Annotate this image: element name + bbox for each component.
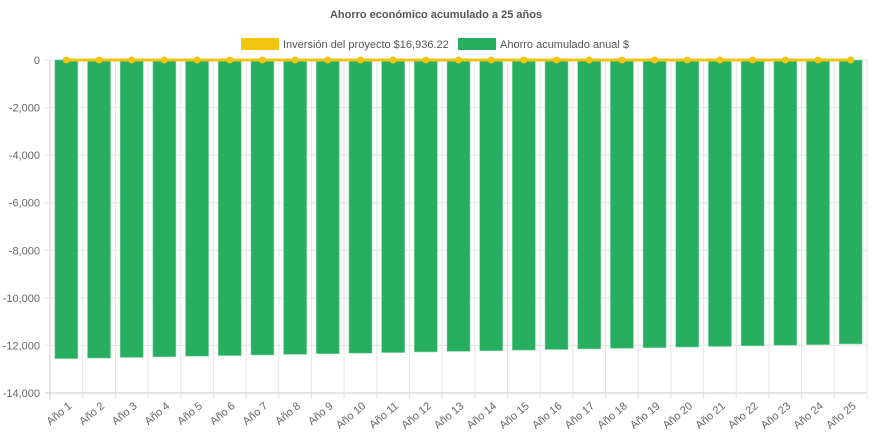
bar: [283, 59, 307, 355]
x-tick-label: Año 19: [628, 400, 662, 432]
legend-label-savings: Ahorro acumulado anual $: [500, 39, 629, 51]
bar: [446, 59, 471, 352]
y-tick-label: -6,000: [9, 198, 40, 210]
investment-point: [389, 56, 397, 64]
investment-point: [193, 56, 201, 64]
x-tick-label: Año 23: [759, 400, 793, 432]
investment-point: [585, 56, 593, 64]
investment-point: [553, 56, 561, 64]
x-tick-label: Año 6: [208, 400, 238, 428]
x-tick-label: Año 11: [367, 400, 401, 431]
x-tick-label: Año 4: [143, 400, 173, 428]
investment-point: [160, 56, 168, 64]
legend-label-investment: Inversión del proyecto $16,936.22: [283, 39, 449, 51]
bar: [577, 59, 602, 350]
bar: [185, 59, 209, 357]
bar: [250, 59, 275, 356]
legend-swatch-savings: [458, 38, 496, 50]
y-tick-label: -8,000: [9, 245, 40, 257]
legend-item-savings[interactable]: Ahorro acumulado anual $: [458, 38, 629, 51]
legend-item-investment[interactable]: Inversión del proyecto $16,936.22: [241, 38, 449, 51]
investment-point: [95, 56, 103, 64]
investment-point: [651, 56, 659, 64]
investment-point: [716, 56, 724, 64]
x-tick-label: Año 1: [45, 400, 75, 428]
investment-point: [128, 56, 136, 64]
legend: Inversión del proyecto $16,936.22 Ahorro…: [241, 38, 629, 51]
gridlines: [45, 59, 868, 399]
bar: [119, 59, 144, 358]
investment-point: [814, 56, 822, 64]
bar: [54, 59, 79, 359]
y-tick-label: 0: [34, 55, 40, 67]
bar: [152, 59, 177, 358]
x-tick-label: Año 22: [726, 400, 760, 432]
x-tick-label: Año 8: [273, 400, 303, 428]
bar: [675, 59, 700, 348]
y-tick-label: -4,000: [9, 150, 40, 162]
x-axis: Año 1 Año 2 Año 3 Año 4 Año 5 Año 6 Año 7 Año 8…: [45, 400, 859, 432]
x-tick-label: Año 7: [241, 400, 271, 428]
investment-point: [226, 56, 234, 64]
investment-line: [62, 56, 855, 64]
investment-point: [781, 56, 789, 64]
x-tick-label: Año 9: [306, 400, 336, 428]
investment-point: [291, 56, 299, 64]
y-tick-label: -2,000: [9, 103, 40, 115]
bar: [838, 59, 863, 345]
investment-point: [749, 56, 757, 64]
bar: [381, 59, 405, 353]
y-tick-label: -12,000: [3, 340, 40, 352]
investment-point: [520, 56, 528, 64]
bar: [512, 59, 536, 351]
x-tick-label: Año 20: [661, 400, 695, 432]
x-tick-label: Año 24: [791, 400, 825, 432]
investment-point: [618, 56, 626, 64]
bar: [348, 59, 373, 354]
x-tick-label: Año 10: [334, 400, 368, 432]
y-tick-label: -14,000: [3, 388, 40, 400]
bar: [87, 59, 111, 359]
bar: [217, 59, 242, 356]
x-tick-label: Año 14: [465, 400, 499, 432]
x-tick-label: Año 16: [530, 400, 564, 432]
y-tick-label: -10,000: [3, 293, 40, 305]
investment-point: [62, 56, 70, 64]
x-tick-label: Año 21: [693, 400, 727, 432]
bar: [479, 59, 503, 352]
bar: [642, 59, 667, 348]
x-tick-label: Año 13: [432, 400, 466, 432]
bar: [708, 59, 732, 347]
investment-point: [487, 56, 495, 64]
bar: [740, 59, 765, 347]
bar: [544, 59, 569, 350]
x-tick-label: Año 2: [77, 400, 107, 428]
investment-point: [324, 56, 332, 64]
x-tick-label: Año 18: [595, 400, 629, 432]
investment-point: [455, 56, 462, 64]
bar: [773, 59, 798, 346]
investment-point: [847, 56, 855, 64]
x-tick-label: Año 12: [399, 400, 433, 432]
chart-title: Ahorro económico acumulado a 25 años: [330, 9, 542, 21]
bar: [414, 59, 438, 353]
investment-point: [356, 56, 364, 64]
investment-point: [258, 56, 266, 64]
bar: [315, 59, 340, 355]
investment-point: [422, 56, 430, 64]
x-tick-label: Año 3: [110, 400, 140, 428]
bar: [806, 59, 830, 345]
y-axis: 0 -2,000 -4,000 -6,000 -8,000 -10,000 -12,000 -…: [3, 55, 51, 400]
x-tick-label: Año 5: [175, 400, 205, 428]
x-tick-label: Año 17: [563, 400, 597, 432]
legend-swatch-investment: [241, 38, 279, 50]
x-tick-label: Año 15: [497, 400, 531, 432]
investment-point: [683, 56, 691, 64]
x-tick-label: Año 25: [824, 400, 858, 432]
bars: [54, 59, 863, 359]
bar: [610, 59, 634, 349]
